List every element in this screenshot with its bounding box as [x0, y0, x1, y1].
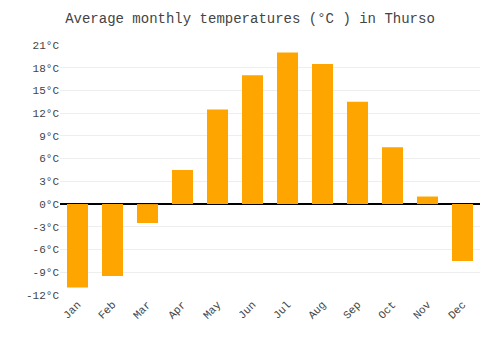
svg-text:-12°C: -12°C — [26, 290, 59, 302]
svg-text:6°C: 6°C — [39, 153, 59, 165]
svg-text:15°C: 15°C — [33, 85, 60, 97]
svg-text:Oct: Oct — [376, 299, 398, 321]
svg-text:Mar: Mar — [131, 299, 153, 321]
svg-text:12°C: 12°C — [33, 108, 60, 120]
svg-text:Apr: Apr — [166, 299, 188, 321]
svg-text:3°C: 3°C — [39, 176, 59, 188]
svg-text:0°C: 0°C — [39, 199, 59, 211]
svg-text:18°C: 18°C — [33, 63, 60, 75]
svg-text:-3°C: -3°C — [33, 222, 60, 234]
svg-text:Jul: Jul — [271, 299, 293, 321]
svg-text:Jun: Jun — [236, 299, 258, 321]
svg-text:21°C: 21°C — [33, 40, 60, 52]
svg-text:Jan: Jan — [61, 299, 83, 321]
svg-text:Nov: Nov — [411, 299, 434, 322]
svg-text:Dec: Dec — [446, 299, 468, 321]
svg-text:Average monthly temperatures (: Average monthly temperatures (°C ) in Th… — [65, 11, 435, 27]
svg-text:-6°C: -6°C — [33, 244, 60, 256]
svg-text:9°C: 9°C — [39, 131, 59, 143]
svg-text:Feb: Feb — [96, 299, 118, 321]
svg-text:May: May — [201, 299, 224, 322]
svg-text:Sep: Sep — [341, 299, 363, 321]
svg-text:-9°C: -9°C — [33, 267, 60, 279]
svg-text:Aug: Aug — [306, 299, 328, 321]
